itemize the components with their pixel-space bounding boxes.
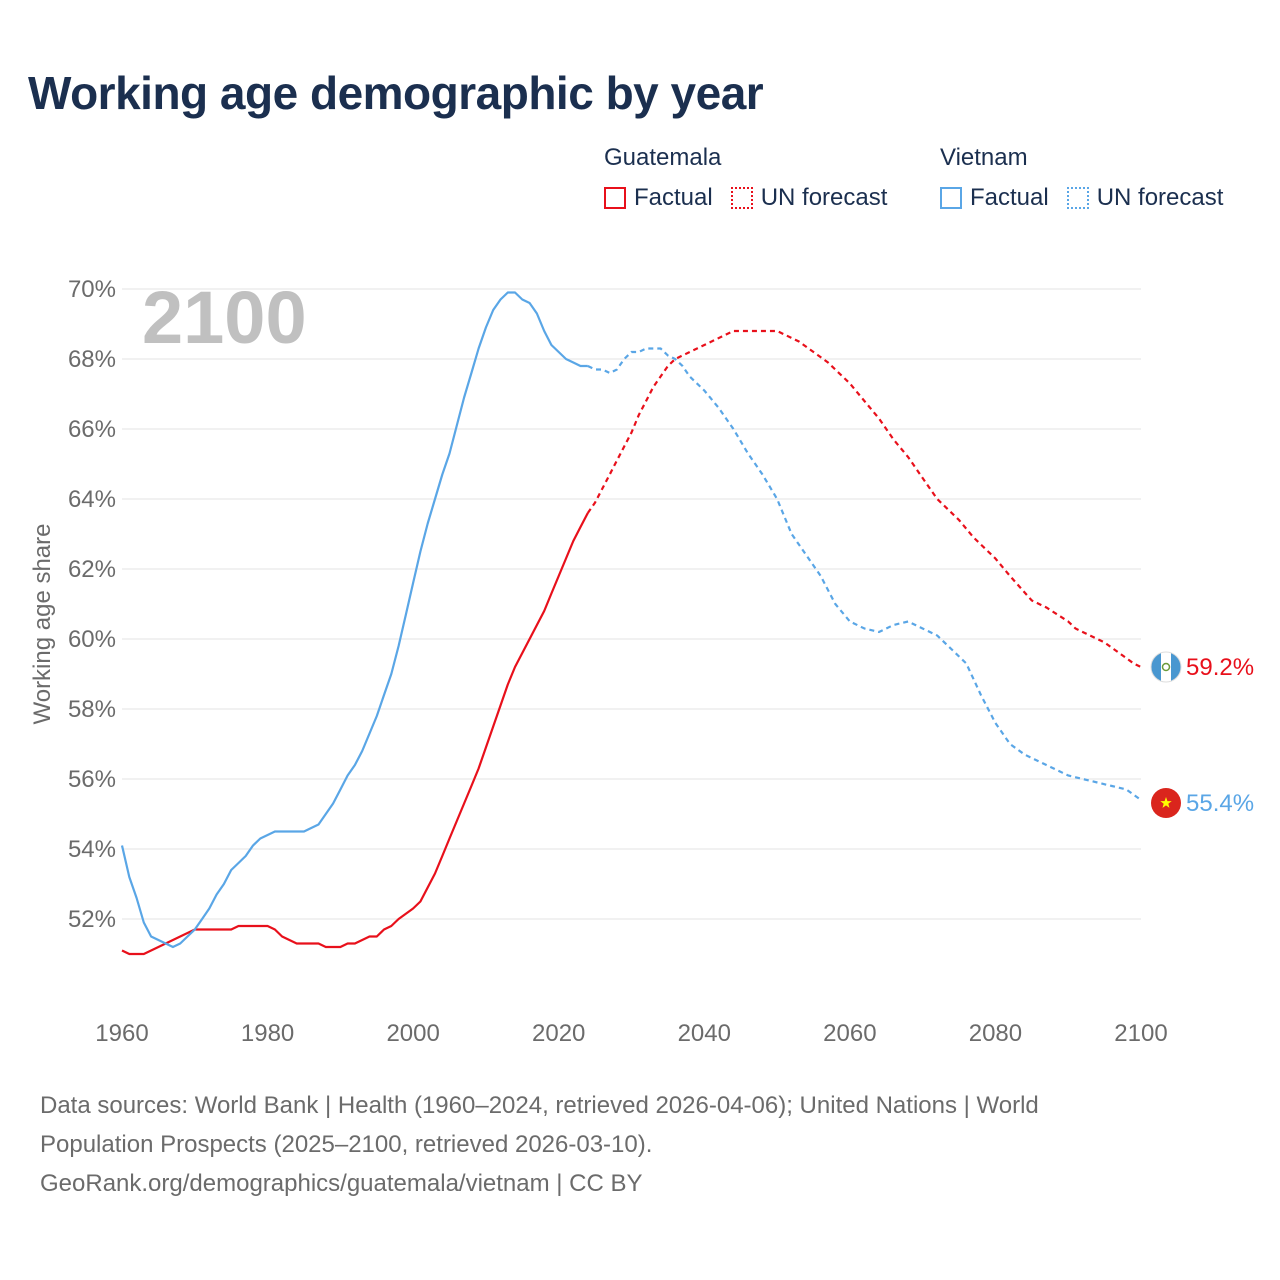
y-tick-label: 52% — [68, 906, 116, 933]
y-tick-label: 58% — [68, 696, 116, 723]
y-tick-label: 54% — [68, 836, 116, 863]
y-tick-label: 68% — [68, 346, 116, 373]
line-chart: 52% 54% 56% 58% 60% 62% 64% 66% 68% 70% 1960 1980 2… — [29, 276, 1254, 1047]
series-line-factual-guatemala[interactable] — [121, 512, 589, 956]
y-tick-label: 70% — [68, 276, 116, 303]
x-tick-label: 1980 — [241, 1020, 294, 1047]
legend-label: Factual — [634, 184, 713, 211]
legend-vietnam-factual[interactable]: Factual — [940, 184, 1049, 212]
footer-line-3[interactable]: GeoRank.org/demographics/guatemala/vietn… — [40, 1170, 643, 1197]
end-markers: 59.2% 55.4% — [1150, 651, 1254, 818]
forecast-swatch-icon — [1066, 187, 1089, 209]
x-axis-ticks: 1960 1980 2000 2020 2040 2060 2080 2100 — [95, 1020, 1167, 1047]
series-line-forecast-guatemala[interactable] — [586, 329, 1142, 668]
legend-country-name: Guatemala — [604, 144, 722, 171]
legend-label: UN forecast — [760, 184, 888, 211]
legend-country-name: Vietnam — [940, 144, 1028, 171]
end-value-label-guatemala: 59.2% — [1186, 654, 1254, 681]
x-tick-label: 2080 — [969, 1020, 1022, 1047]
legend-label: UN forecast — [1096, 184, 1224, 211]
factual-swatch-icon — [940, 187, 962, 209]
footer-line-1: Data sources: World Bank | Health (1960–… — [40, 1092, 1039, 1119]
x-tick-label: 2060 — [823, 1020, 876, 1047]
y-tick-label: 64% — [68, 486, 116, 513]
x-tick-label: 2020 — [532, 1020, 585, 1047]
y-tick-label: 66% — [68, 416, 116, 443]
x-tick-label: 2000 — [386, 1020, 439, 1047]
forecast-swatch-icon — [730, 187, 753, 209]
legend-guatemala: Guatemala Factual UN forecast — [604, 144, 905, 212]
series-line-factual-vietnam[interactable] — [120, 291, 588, 949]
series-lines — [120, 291, 1142, 956]
end-value-label-vietnam: 55.4% — [1186, 790, 1254, 817]
footer-sources: Data sources: World Bank | Health (1960–… — [40, 1086, 1200, 1203]
footer-line-2: Population Prospects (2025–2100, retriev… — [40, 1131, 653, 1158]
y-tick-label: 62% — [68, 556, 116, 583]
x-tick-label: 2040 — [678, 1020, 731, 1047]
x-tick-label: 2100 — [1114, 1020, 1167, 1047]
chart-title: Working age demographic by year — [28, 67, 764, 119]
legend-label: Factual — [970, 184, 1049, 211]
guatemala-flag-icon — [1150, 651, 1182, 683]
y-tick-label: 56% — [68, 766, 116, 793]
legend-guatemala-forecast[interactable]: UN forecast — [730, 184, 888, 212]
y-tick-label: 60% — [68, 626, 116, 653]
series-line-forecast-vietnam[interactable] — [587, 347, 1142, 801]
y-axis-label: Working age share — [29, 524, 56, 725]
grid-lines — [122, 288, 1141, 920]
x-tick-label: 1960 — [95, 1020, 148, 1047]
factual-swatch-icon — [604, 187, 626, 209]
legend-vietnam-forecast[interactable]: UN forecast — [1066, 184, 1224, 212]
year-watermark: 2100 — [142, 276, 307, 359]
legend-vietnam: Vietnam Factual UN forecast — [940, 144, 1241, 212]
vietnam-flag-icon — [1151, 788, 1181, 818]
y-axis-ticks: 52% 54% 56% 58% 60% 62% 64% 66% 68% 70% — [68, 276, 116, 933]
legend-guatemala-factual[interactable]: Factual — [604, 184, 713, 212]
